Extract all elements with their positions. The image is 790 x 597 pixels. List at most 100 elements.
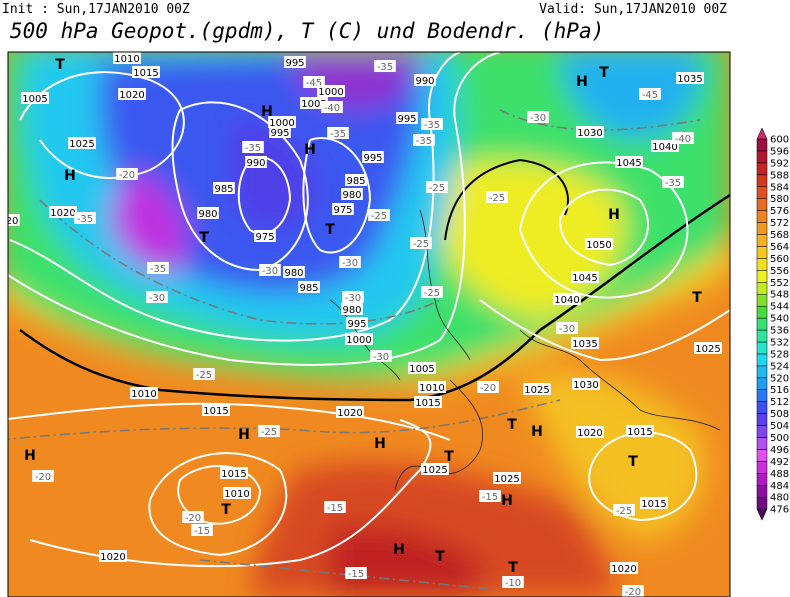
label-box xyxy=(345,174,367,186)
contour-label: 1020 xyxy=(100,552,125,563)
colorbar-label: 564 xyxy=(770,242,789,253)
contour-label: 1015 xyxy=(133,68,158,79)
contour-label: -40 xyxy=(324,103,340,114)
label-box xyxy=(345,567,367,579)
label-box xyxy=(662,176,684,188)
label-box xyxy=(146,291,168,303)
label-box xyxy=(572,378,600,390)
label-box xyxy=(269,126,291,138)
label-box xyxy=(300,97,328,109)
contour-label: -35 xyxy=(416,136,432,147)
contour-label: -30 xyxy=(342,258,358,269)
contour-label: -35 xyxy=(424,120,440,131)
label-box xyxy=(197,207,219,219)
colorbar-band xyxy=(756,473,768,486)
contour-label: 1005 xyxy=(301,99,326,110)
contour-label: 1020 xyxy=(50,208,75,219)
label-box xyxy=(374,60,396,72)
label-box xyxy=(421,463,449,475)
colorbar-band xyxy=(756,138,768,152)
contour-label: 1025 xyxy=(69,139,94,150)
label-box xyxy=(362,151,384,163)
colorbar-end xyxy=(756,508,768,521)
contour-label: -15 xyxy=(482,492,498,503)
label-box xyxy=(68,137,96,149)
colorbar-band xyxy=(756,377,768,390)
label-box xyxy=(576,126,604,138)
colorbar-band xyxy=(756,413,768,426)
colorbar-label: 520 xyxy=(770,373,789,384)
label-box xyxy=(639,88,661,100)
label-box xyxy=(486,191,508,203)
contour-label: 1015 xyxy=(627,427,652,438)
colorbar-band xyxy=(756,389,768,402)
contour-label: 980 xyxy=(342,305,361,316)
colorbar-band xyxy=(756,305,768,319)
label-box xyxy=(258,425,280,437)
contour-label: 1030 xyxy=(573,380,598,391)
label-box xyxy=(421,286,443,298)
label-box xyxy=(327,127,349,139)
map-title: 500 hPa Geopot.(gpdm), T (C) und Bodendr… xyxy=(10,19,604,43)
contour-label: -10 xyxy=(505,578,521,589)
colorbar-band xyxy=(756,353,768,367)
colorbar-label: 556 xyxy=(770,266,789,277)
pressure-center: T xyxy=(692,290,702,306)
label-box xyxy=(694,342,722,354)
colorbar-band xyxy=(756,341,768,355)
colorbar-band xyxy=(756,401,768,414)
label-box xyxy=(283,266,305,278)
colorbar-label: 572 xyxy=(770,218,789,229)
colorbar-label: 524 xyxy=(770,361,789,372)
colorbar-label: 480 xyxy=(770,493,789,504)
label-box xyxy=(477,381,499,393)
colorbar-band xyxy=(756,461,768,474)
colorbar-band xyxy=(756,234,768,247)
contour-label: 1015 xyxy=(221,469,246,480)
contour-label: 995 xyxy=(285,58,304,69)
colorbar-label: 560 xyxy=(770,254,789,265)
label-box xyxy=(130,387,158,399)
label-box xyxy=(116,168,138,180)
contour-label: 990 xyxy=(415,76,434,87)
colorbar-band xyxy=(756,150,768,164)
contour-label: 1035 xyxy=(572,339,597,350)
label-box xyxy=(676,72,704,84)
label-box xyxy=(421,118,443,130)
contour-label: 1005 xyxy=(22,94,47,105)
contour-label: 1035 xyxy=(677,74,702,85)
colorbar-label: 484 xyxy=(770,481,789,492)
colorbar-label: 540 xyxy=(770,314,789,325)
label-box xyxy=(585,238,613,250)
contour-label: 1020 xyxy=(577,428,602,439)
contour-label: 980 xyxy=(342,190,361,201)
contour-label: 1020 xyxy=(337,408,362,419)
contour-label: -30 xyxy=(262,266,278,277)
contour-label: 1010 xyxy=(114,54,139,65)
contour-label: -35 xyxy=(377,62,393,73)
contour-label: 1025 xyxy=(695,344,720,355)
label-box xyxy=(193,368,215,380)
colorbar-label: 508 xyxy=(770,409,789,420)
colorbar-band xyxy=(756,270,768,283)
pressure-center: H xyxy=(238,427,250,443)
pressure-center: T xyxy=(325,222,335,238)
label-box xyxy=(220,467,248,479)
label-box xyxy=(21,92,49,104)
colorbar-band xyxy=(756,246,768,259)
contour-label: 1020 xyxy=(611,564,636,575)
contour-label: -15 xyxy=(194,526,210,537)
colorbar-label: 532 xyxy=(770,337,789,348)
colorbar-label: 592 xyxy=(770,158,789,169)
colorbar-label: 596 xyxy=(770,146,789,157)
colorbar-label: 516 xyxy=(770,385,789,396)
colorbar-end xyxy=(756,127,768,140)
contour-label: -20 xyxy=(480,383,496,394)
contour-label: 1000 xyxy=(346,335,371,346)
label-box xyxy=(8,214,20,226)
contour-label: -35 xyxy=(150,264,166,275)
label-box xyxy=(32,470,54,482)
contour-label: 1050 xyxy=(586,240,611,251)
colorbar-label: 536 xyxy=(770,326,789,337)
pressure-center: T xyxy=(221,502,231,518)
